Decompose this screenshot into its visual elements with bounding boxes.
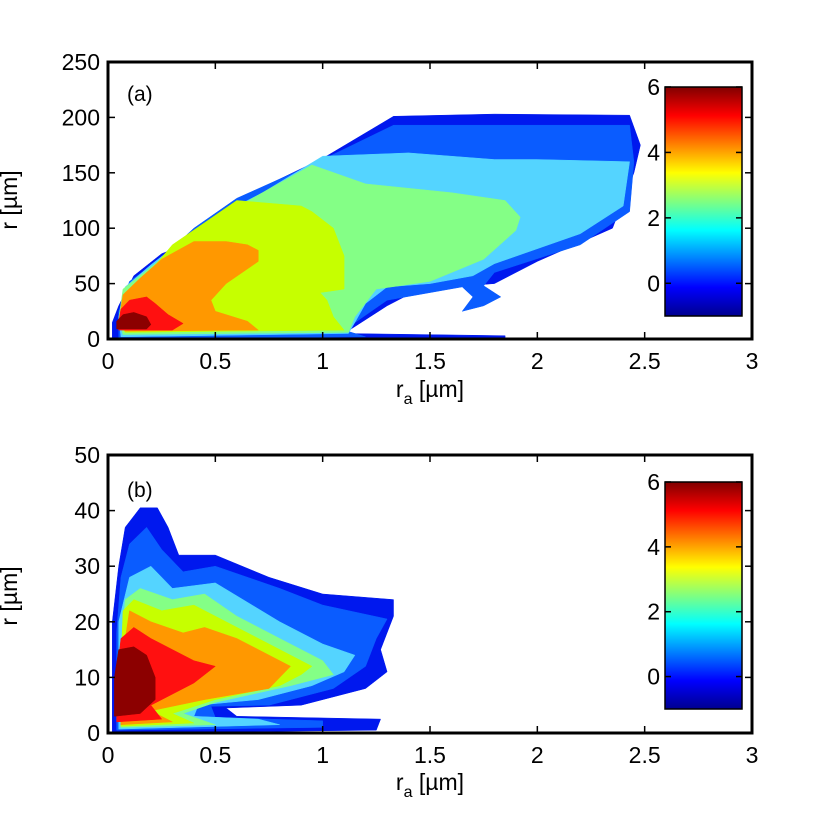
- x-tick-label: 1: [316, 348, 329, 374]
- y-tick-label: 40: [74, 498, 100, 524]
- colorbar-gradient: [665, 87, 742, 316]
- plot-frame-b: [106, 453, 754, 735]
- x-tick-label: 1.5: [414, 742, 446, 768]
- colorbar-tick-label: 0: [647, 270, 660, 296]
- x-tick-label: 1: [316, 742, 329, 768]
- colorbar-frame: [664, 86, 743, 317]
- y-tick-label: 10: [74, 664, 100, 690]
- colorbar-tick-label: 4: [647, 139, 660, 165]
- x-tick-label: 0: [102, 348, 115, 374]
- x-tick-label: 2.5: [629, 348, 661, 374]
- y-axis-label-a: r [µm]: [0, 170, 22, 229]
- contour-fill-a: [112, 113, 641, 340]
- y-axis-label-b: r [µm]: [0, 566, 22, 625]
- x-tick-label: 2: [531, 348, 544, 374]
- y-tick-label: 0: [87, 326, 100, 352]
- colorbar-tick-label: 6: [647, 74, 660, 100]
- x-tick-label: 1.5: [414, 348, 446, 374]
- y-tick-label: 50: [74, 271, 100, 297]
- y-tick-label: 0: [87, 720, 100, 746]
- colorbar-tick-label: 4: [647, 534, 660, 560]
- x-tick-label: 0.5: [199, 348, 231, 374]
- colorbar-tick-label: 0: [647, 664, 660, 690]
- contour-level-7: [116, 312, 152, 330]
- x-tick-label: 3: [746, 348, 759, 374]
- x-tick-label: 2: [531, 742, 544, 768]
- y-tick-label: 20: [74, 609, 100, 635]
- panel-label-b: (b): [127, 479, 153, 502]
- x-tick-label: 0: [102, 742, 115, 768]
- plot-frame-a: [106, 60, 754, 341]
- colorbar-tick-label: 2: [647, 205, 660, 231]
- y-tick-label: 30: [74, 553, 100, 579]
- y-tick-label: 200: [62, 104, 100, 130]
- x-axis-label-a: ra [µm]: [396, 376, 464, 408]
- y-tick-label: 50: [74, 442, 100, 468]
- panel-a: 0 0.5 1 1.5 2 2.5 3 0 50 100 150 200 250 (a) 0 2 4 6 r …: [0, 49, 758, 408]
- axis-ticks-a: 0 0.5 1 1.5 2 2.5 3 0 50 100 150 200 250: [62, 49, 759, 374]
- colorbar-frame: [664, 481, 743, 710]
- x-tick-label: 0.5: [199, 742, 231, 768]
- colorbar-gradient: [665, 482, 742, 709]
- x-tick-label: 3: [746, 742, 759, 768]
- colorbar-b: 0 2 4 6: [647, 469, 743, 710]
- contour-level-7: [114, 646, 156, 717]
- y-tick-label: 250: [62, 49, 100, 75]
- y-tick-label: 100: [62, 215, 100, 241]
- x-axis-label-b: ra [µm]: [396, 769, 464, 801]
- colorbar-a: 0 2 4 6: [647, 74, 743, 317]
- y-tick-label: 150: [62, 160, 100, 186]
- colorbar-tick-label: 2: [647, 599, 660, 625]
- panel-label-a: (a): [127, 83, 153, 106]
- colorbar-tick-label: 6: [647, 469, 660, 495]
- x-tick-label: 2.5: [629, 742, 661, 768]
- contour-fill-b: [112, 507, 394, 734]
